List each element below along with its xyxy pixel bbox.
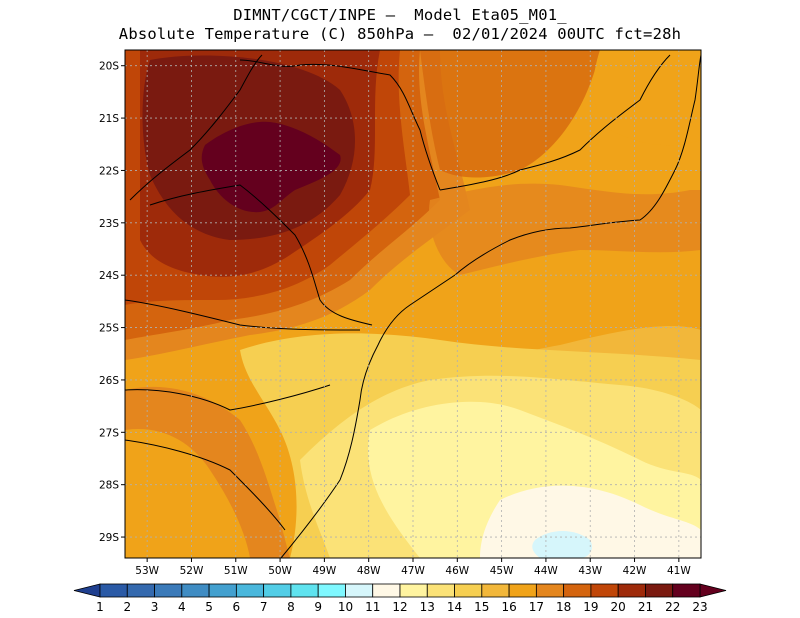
colorbar-segment bbox=[426, 583, 455, 598]
colorbar-segment bbox=[235, 583, 265, 598]
colorbar-label: 12 bbox=[392, 600, 407, 614]
lat-label: 21S bbox=[99, 113, 119, 125]
colorbar-segment bbox=[563, 583, 592, 598]
lat-label: 26S bbox=[99, 375, 119, 387]
colorbar-label: 7 bbox=[260, 600, 268, 614]
lon-label: 48W bbox=[357, 565, 381, 577]
colorbar-segment bbox=[672, 583, 701, 598]
colorbar-segment bbox=[345, 583, 374, 598]
colorbar-high-arrow bbox=[699, 583, 727, 598]
colorbar-segment bbox=[290, 583, 319, 598]
coastlines-and-borders bbox=[125, 54, 701, 558]
colorbar-segment bbox=[617, 583, 646, 598]
colorbar-label: 14 bbox=[447, 600, 462, 614]
lon-label: 53W bbox=[135, 565, 159, 577]
colorbar-label: 3 bbox=[151, 600, 159, 614]
colorbar-label: 9 bbox=[314, 600, 322, 614]
lon-label: 46W bbox=[445, 565, 469, 577]
colorbar-label: 20 bbox=[611, 600, 626, 614]
map-gridlines bbox=[125, 50, 701, 558]
colorbar-label: 1 bbox=[96, 600, 104, 614]
state-border-pr-sp bbox=[149, 184, 373, 326]
colorbar-segment bbox=[481, 583, 510, 598]
lat-label: 22S bbox=[99, 165, 119, 177]
colorbar-segment bbox=[263, 583, 292, 598]
colorbar-segment bbox=[181, 583, 210, 598]
state-border-mg-rj-es bbox=[439, 54, 671, 191]
colorbar-label: 6 bbox=[233, 600, 241, 614]
lon-label: 51W bbox=[224, 565, 248, 577]
colorbar-segment bbox=[126, 583, 155, 598]
colorbar-label: 4 bbox=[178, 600, 186, 614]
temp-band-23 bbox=[201, 121, 341, 213]
colorbar-segment bbox=[208, 583, 237, 598]
colorbar-segment bbox=[99, 583, 128, 598]
lon-label: 42W bbox=[623, 565, 647, 577]
colorbar-segment bbox=[372, 583, 401, 598]
colorbar-segment bbox=[508, 583, 537, 598]
latitude-labels: 20S 21S 22S 23S 24S 25S 26S 27S 28S 29S bbox=[99, 61, 125, 544]
lon-label: 49W bbox=[313, 565, 337, 577]
colorbar-label: 22 bbox=[665, 600, 680, 614]
colorbar-label: 18 bbox=[556, 600, 571, 614]
state-border-ms bbox=[129, 54, 263, 201]
temp-band-17-south bbox=[125, 429, 250, 558]
colorbar-segment bbox=[317, 583, 346, 598]
lat-label: 28S bbox=[99, 480, 119, 492]
colorbar-label: 13 bbox=[420, 600, 435, 614]
colorbar-label: 5 bbox=[205, 600, 213, 614]
coastline bbox=[280, 54, 701, 558]
temp-band-17-northeast bbox=[593, 50, 701, 146]
state-border-pr-sc bbox=[125, 299, 361, 331]
map-title-line-1: DIMNT/CGCT/INPE – Model Eta05_M01_ bbox=[233, 6, 567, 24]
lat-label: 27S bbox=[99, 427, 119, 439]
colorbar-segment bbox=[399, 583, 428, 598]
state-border-sc-rs bbox=[125, 384, 331, 411]
colorbar-label: 21 bbox=[638, 600, 653, 614]
state-border-rs-west bbox=[125, 439, 286, 531]
lon-label: 52W bbox=[180, 565, 204, 577]
colorbar-segment bbox=[645, 583, 674, 598]
lon-label: 41W bbox=[667, 565, 691, 577]
lat-label: 23S bbox=[99, 218, 119, 230]
colorbar-segment bbox=[590, 583, 619, 598]
lon-label: 44W bbox=[534, 565, 558, 577]
lon-label: 47W bbox=[401, 565, 425, 577]
temperature-field bbox=[125, 50, 701, 558]
lat-label: 20S bbox=[99, 61, 119, 73]
colorbar-label: 17 bbox=[529, 600, 544, 614]
colorbar-label: 8 bbox=[287, 600, 295, 614]
temp-band-18-coast bbox=[429, 183, 701, 275]
colorbar-label: 15 bbox=[474, 600, 489, 614]
colorbar-label: 10 bbox=[338, 600, 353, 614]
colorbar-label: 16 bbox=[501, 600, 516, 614]
colorbar-label: 19 bbox=[583, 600, 598, 614]
map-title-line-2: Absolute Temperature (C) 850hPa – 02/01/… bbox=[118, 25, 682, 43]
lon-label: 50W bbox=[268, 565, 292, 577]
colorbar-low-arrow bbox=[73, 583, 101, 598]
colorbar-segment bbox=[535, 583, 565, 598]
temp-band-11 bbox=[532, 531, 592, 558]
lon-label: 43W bbox=[578, 565, 602, 577]
longitude-labels: 53W 52W 51W 50W 49W 48W 47W 46W 45W 44W 43W 42W 41W bbox=[135, 558, 691, 577]
colorbar-segment bbox=[154, 583, 183, 598]
lon-label: 45W bbox=[490, 565, 514, 577]
colorbar-label: 23 bbox=[692, 600, 707, 614]
lat-label: 29S bbox=[99, 532, 119, 544]
lat-label: 25S bbox=[99, 323, 119, 335]
colorbar-label: 2 bbox=[123, 600, 131, 614]
temp-band-19-north bbox=[420, 50, 600, 178]
lat-label: 24S bbox=[99, 270, 119, 282]
state-border-mg bbox=[239, 59, 441, 191]
colorbar-label: 11 bbox=[365, 600, 380, 614]
colorbar-segment bbox=[454, 583, 483, 598]
colorbar: 1 2 3 4 5 6 7 8 9 10 11 12 13 14 15 16 17 18 19 20 21 22 23 bbox=[73, 583, 727, 614]
